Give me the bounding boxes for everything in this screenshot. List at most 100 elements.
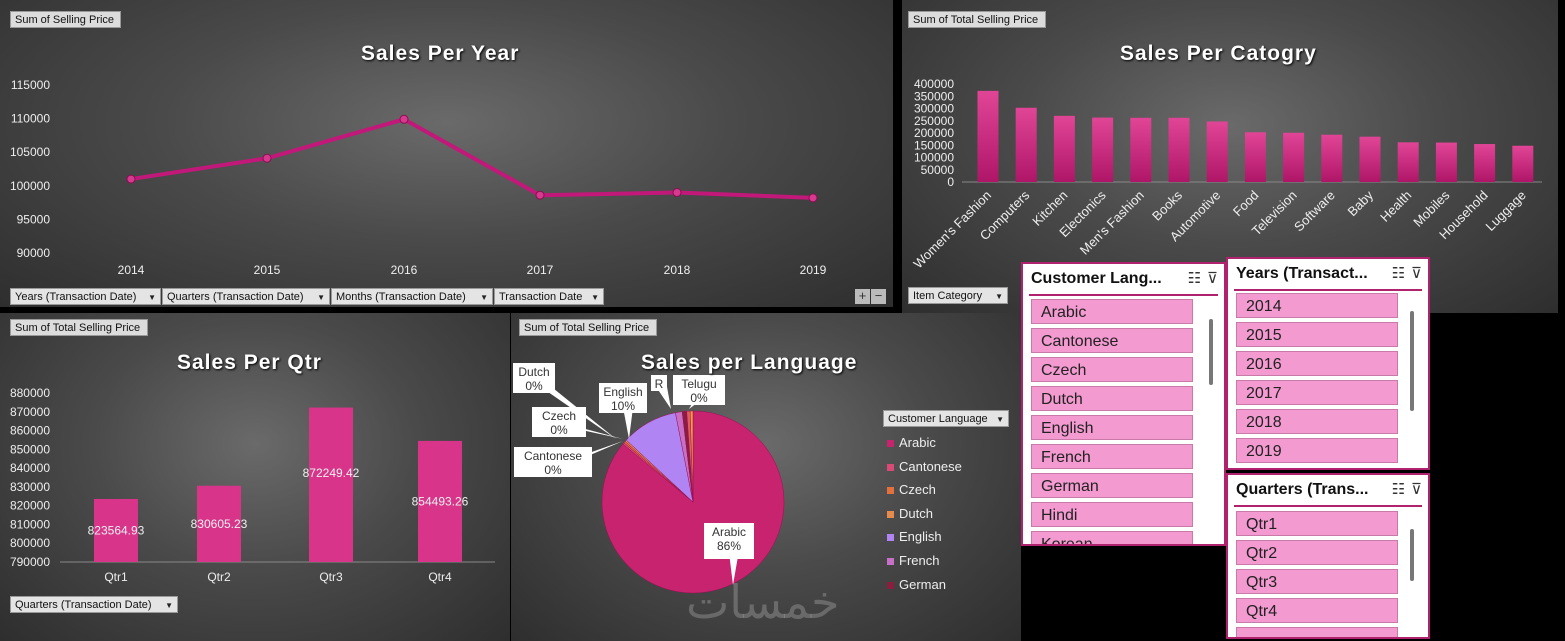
legend-item: Arabic — [887, 431, 962, 455]
y-tick-label: 400000 — [914, 77, 954, 91]
slicer-item[interactable]: 2016 — [1236, 351, 1398, 376]
chart-title: Sales Per Year — [361, 42, 520, 65]
value-field-button[interactable]: Sum of Total Selling Price — [519, 319, 657, 336]
slicer-title: Quarters (Trans... — [1236, 481, 1369, 498]
slicer-item[interactable]: 2017 — [1236, 380, 1398, 405]
slicer-item[interactable]: Qtr3 — [1236, 569, 1398, 594]
slicer-item[interactable]: Qtr1 — [1236, 511, 1398, 536]
chevron-down-icon: ▼ — [996, 415, 1004, 424]
y-tick-label: 850000 — [10, 442, 50, 456]
legend-item: German — [887, 573, 962, 597]
quarters-dropdown[interactable]: Quarters (Transaction Date) ▼ — [10, 596, 178, 613]
slicer-item[interactable]: English — [1031, 415, 1193, 440]
y-tick-label: 110000 — [11, 112, 50, 126]
value-field-button[interactable]: Sum of Total Selling Price — [10, 319, 148, 336]
category-bar — [1053, 115, 1075, 182]
slicer-item[interactable]: Korean — [1031, 531, 1193, 544]
years-slicer[interactable]: Years (Transact... ☷ ⊽ 2014 2015 2016 2017 20… — [1226, 257, 1430, 470]
y-tick-label: 860000 — [10, 424, 50, 438]
clear-filter-icon[interactable]: ⊽ — [1411, 481, 1422, 498]
slicer-item[interactable]: 2019 — [1236, 438, 1398, 463]
category-bar — [1435, 142, 1457, 182]
slicer-item[interactable]: Czech — [1031, 357, 1193, 382]
slicer-title: Customer Lang... — [1031, 270, 1162, 287]
item-category-dropdown[interactable]: Item Category ▼ — [908, 287, 1008, 304]
category-bar — [1168, 117, 1190, 182]
category-bar — [1092, 117, 1114, 182]
x-tick-label: 2019 — [800, 263, 827, 277]
customer-language-slicer[interactable]: Customer Lang... ☷ ⊽ Arabic Cantonese Czech… — [1021, 262, 1226, 546]
data-label: 830605.23 — [191, 517, 248, 531]
scrollbar[interactable] — [1410, 311, 1414, 411]
scrollbar[interactable] — [1410, 529, 1414, 581]
legend-item: Czech — [887, 478, 962, 502]
category-bar — [1283, 132, 1305, 182]
slicer-item[interactable]: Qtr2 — [1236, 540, 1398, 565]
collapse-button[interactable]: − — [871, 289, 886, 304]
scrollbar[interactable] — [1209, 319, 1213, 385]
filter-years-dropdown[interactable]: Years (Transaction Date) ▼ — [10, 288, 161, 305]
chevron-down-icon: ▼ — [317, 293, 325, 302]
callout-box — [651, 375, 667, 391]
y-tick-label: 830000 — [10, 480, 50, 494]
x-tick-label: Qtr4 — [428, 570, 452, 584]
y-tick-label: 100000 — [10, 179, 50, 193]
clear-filter-icon[interactable]: ⊽ — [1207, 270, 1218, 287]
data-point — [262, 153, 272, 163]
y-tick-label: 150000 — [914, 138, 954, 152]
category-bar — [1359, 136, 1381, 182]
quarter-bar-chart: 880000 870000 860000 850000 840000 830000 8200… — [10, 386, 495, 584]
slicer-item[interactable]: 2014 — [1236, 293, 1398, 318]
legend-item: French — [887, 549, 962, 573]
category-bar — [977, 90, 999, 182]
legend-label: Arabic — [899, 435, 936, 450]
chart-title: Sales per Language — [641, 351, 858, 374]
quarters-slicer[interactable]: Quarters (Trans... ☷ ⊽ Qtr1 Qtr2 Qtr3 Qtr4 — [1226, 473, 1430, 639]
clear-filter-icon[interactable]: ⊽ — [1411, 265, 1422, 282]
callout-percent: 0% — [525, 379, 543, 393]
legend-swatch — [887, 558, 894, 566]
y-tick-label: 300000 — [914, 102, 954, 116]
filter-quarters-dropdown[interactable]: Quarters (Transaction Date) ▼ — [162, 288, 330, 305]
chevron-down-icon: ▼ — [148, 293, 156, 302]
callout-label: Dutch — [518, 365, 549, 379]
filter-transaction-date-dropdown[interactable]: Transaction Date ▼ — [494, 288, 604, 305]
year-line-chart: 115000 110000 105000 100000 95000 90000 2014 20… — [10, 78, 827, 277]
slicer-item[interactable]: French — [1031, 444, 1193, 469]
multi-select-icon[interactable]: ☷ — [1391, 265, 1406, 282]
callout-box — [599, 383, 647, 413]
value-field-button[interactable]: Sum of Selling Price — [10, 11, 121, 28]
legend-swatch — [887, 440, 894, 448]
dropdown-label: Quarters (Transaction Date) — [167, 291, 304, 303]
expand-button[interactable]: + — [855, 289, 870, 304]
pie-legend: Arabic Cantonese Czech Dutch English French Ge… — [887, 431, 962, 596]
callout-box — [513, 363, 555, 393]
multi-select-icon[interactable]: ☷ — [1391, 481, 1406, 498]
category-bar — [1397, 142, 1419, 182]
y-tick-label: 115000 — [11, 78, 50, 92]
data-point — [126, 174, 136, 184]
slicer-item[interactable]: 2015 — [1236, 322, 1398, 347]
slicer-item[interactable]: 2018 — [1236, 409, 1398, 434]
category-bar-chart: 4000003500003000002500002000001500001000… — [910, 77, 1542, 271]
filter-months-dropdown[interactable]: Months (Transaction Date) ▼ — [331, 288, 493, 305]
category-bar — [1206, 121, 1228, 182]
multi-select-icon[interactable]: ☷ — [1187, 270, 1202, 287]
slicer-item[interactable]: Arabic — [1031, 299, 1193, 324]
legend-swatch — [887, 510, 894, 518]
legend-item: Dutch — [887, 502, 962, 526]
value-field-button[interactable]: Sum of Total Selling Price — [908, 11, 1046, 28]
category-bar — [1244, 132, 1266, 182]
slicer-divider — [1029, 294, 1218, 296]
slicer-item[interactable]: Cantonese — [1031, 328, 1193, 353]
sales-per-language-panel: Sum of Total Selling Price Dutch 0% Englis… — [511, 313, 1021, 641]
slicer-item[interactable] — [1236, 627, 1398, 637]
legend-item: Cantonese — [887, 455, 962, 479]
slicer-item[interactable]: German — [1031, 473, 1193, 498]
slicer-item[interactable]: Dutch — [1031, 386, 1193, 411]
callout-label: Arabic — [712, 525, 746, 539]
slicer-item[interactable]: Qtr4 — [1236, 598, 1398, 623]
customer-language-dropdown[interactable]: Customer Language ▼ — [883, 410, 1009, 427]
legend-swatch — [887, 534, 894, 542]
slicer-item[interactable]: Hindi — [1031, 502, 1193, 527]
